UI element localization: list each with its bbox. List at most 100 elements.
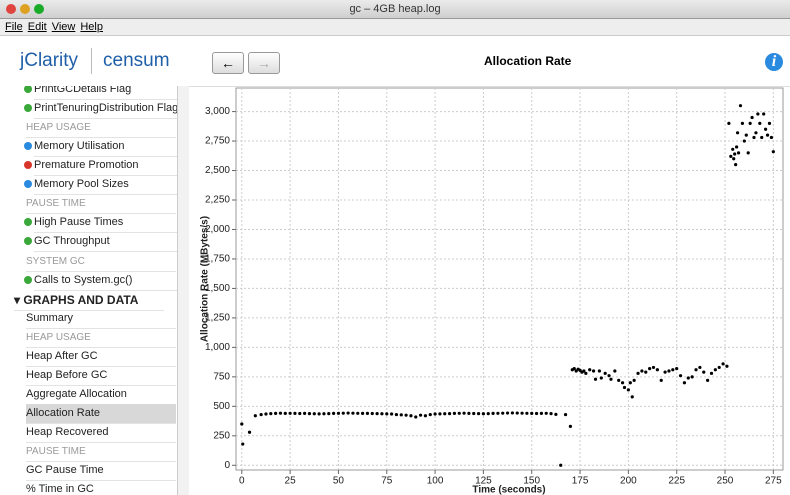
info-button[interactable]: i — [765, 53, 783, 71]
product: censum — [103, 50, 170, 71]
nav-item[interactable]: Calls to System.gc() — [24, 271, 177, 291]
nav-label: Premature Promotion — [34, 159, 139, 171]
data-point — [404, 413, 408, 417]
data-point — [620, 381, 625, 385]
data-point — [636, 371, 640, 375]
data-point — [544, 411, 548, 415]
data-point — [481, 412, 486, 416]
y-tick-label: 2,000 — [205, 224, 230, 235]
data-point — [312, 412, 316, 416]
nav-item[interactable]: Heap Recovered — [26, 423, 176, 443]
data-point — [433, 412, 437, 416]
data-point — [769, 135, 774, 140]
back-button[interactable]: ← — [212, 52, 244, 74]
x-tick-label: 75 — [381, 476, 393, 487]
nav-item[interactable]: High Pause Times — [24, 213, 177, 233]
data-point — [332, 411, 336, 416]
data-point — [732, 157, 736, 161]
data-point — [591, 369, 596, 373]
data-point — [486, 412, 490, 416]
data-point — [752, 135, 756, 140]
data-point — [505, 411, 510, 415]
nav-item[interactable]: PrintTenuringDistribution Flag — [24, 99, 177, 119]
group-header[interactable]: ▾ GRAPHS AND DATA — [14, 291, 164, 311]
nav-item[interactable]: Memory Utilisation — [24, 137, 177, 157]
nav-label: Memory Pool Sizes — [34, 178, 129, 190]
x-tick-label: 175 — [572, 476, 589, 487]
x-tick-label: 250 — [717, 476, 734, 487]
separator — [91, 48, 92, 74]
nav-item[interactable]: Heap After GC — [26, 347, 176, 367]
zoom-button[interactable] — [34, 4, 44, 14]
x-tick-label: 150 — [523, 476, 540, 487]
menu-item[interactable]: Edit — [27, 21, 47, 33]
data-point — [659, 378, 663, 382]
y-tick-label: 1,500 — [205, 283, 230, 294]
data-point — [476, 412, 481, 416]
forward-button[interactable]: → — [248, 52, 280, 74]
y-tick-label: 1,250 — [205, 313, 230, 324]
nav-item[interactable]: Summary — [26, 309, 176, 329]
data-point — [738, 104, 743, 108]
data-point — [428, 412, 432, 417]
nav-item[interactable]: Heap Before GC — [26, 366, 176, 386]
data-point — [758, 121, 762, 125]
x-tick-label: 200 — [620, 476, 637, 487]
nav-item[interactable]: Aggregate Allocation — [26, 385, 176, 405]
nav-item[interactable]: Premature Promotion — [24, 156, 177, 176]
x-tick-label: 50 — [333, 476, 345, 487]
close-button[interactable] — [6, 4, 16, 14]
nav-item[interactable]: GC Throughput — [24, 232, 177, 252]
minimize-button[interactable] — [20, 4, 30, 14]
nav-item[interactable]: GC Pause Time — [26, 461, 176, 481]
data-point — [721, 362, 725, 366]
nav-item[interactable]: % Time in GC — [26, 480, 176, 495]
section-label: SYSTEM GC — [26, 252, 176, 272]
nav-item[interactable]: Memory Pool Sizes — [24, 175, 177, 195]
data-point — [288, 411, 292, 415]
data-point — [414, 415, 418, 419]
data-point — [744, 133, 748, 137]
y-axis-label: Allocation Rate (MBytes/s) — [200, 216, 211, 342]
data-point — [240, 422, 244, 426]
data-point — [462, 411, 466, 415]
scrollbar[interactable] — [177, 86, 189, 495]
data-point — [457, 411, 461, 415]
section-label: PAUSE TIME — [26, 442, 176, 462]
data-point — [717, 365, 721, 370]
data-point — [702, 370, 706, 374]
data-point — [764, 127, 768, 131]
chart: Allocation Rate (MBytes/s) Time (seconds… — [200, 87, 784, 495]
data-point — [607, 374, 611, 378]
nav-item-selected[interactable]: Allocation Rate — [26, 404, 176, 424]
data-point — [274, 411, 278, 416]
data-point — [253, 414, 257, 418]
menu-item[interactable]: Help — [80, 21, 103, 33]
data-point — [613, 369, 617, 373]
menu-item[interactable]: View — [51, 21, 76, 33]
data-point — [327, 412, 331, 416]
data-point — [767, 121, 772, 125]
section-label: PAUSE TIME — [26, 194, 176, 214]
x-tick-label: 125 — [475, 476, 492, 487]
data-point — [754, 131, 758, 135]
nav-label: PrintGCDetails Flag — [34, 86, 132, 95]
header: jClarity censum ← → Allocation Rate i — [0, 36, 790, 87]
data-point — [341, 411, 345, 415]
data-point — [735, 145, 739, 149]
data-point — [628, 381, 632, 385]
data-point — [346, 411, 350, 415]
nav-item[interactable]: PrintGCDetails Flag — [24, 86, 177, 100]
data-point — [241, 442, 245, 446]
data-point — [734, 163, 738, 167]
sidebar: PrintGCDetails Flag PrintTenuringDistrib… — [0, 86, 177, 495]
data-point — [694, 368, 698, 372]
data-point — [756, 112, 760, 116]
data-point — [370, 411, 374, 416]
data-point — [733, 152, 737, 156]
nav-label: Calls to System.gc() — [34, 274, 133, 286]
menu-item[interactable]: File — [5, 21, 23, 33]
y-tick-label: 1,750 — [205, 254, 230, 265]
data-point — [655, 368, 659, 372]
